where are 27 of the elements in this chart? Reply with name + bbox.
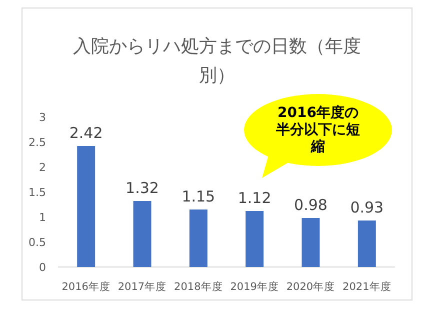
bar <box>189 210 208 267</box>
annotation: 2016年度の半分以下に短縮 <box>275 104 360 155</box>
data-label: 0.93 <box>350 198 384 216</box>
y-tick-label: 0 <box>39 261 46 274</box>
y-tick-label: 3 <box>39 111 46 124</box>
chart-title: 入院からリハ処方までの日数（年度別） <box>73 36 361 86</box>
x-tick-label: 2018年度 <box>174 280 223 293</box>
y-tick-label: 0.5 <box>28 236 46 249</box>
data-label: 1.32 <box>126 179 159 197</box>
x-tick-label: 2019年度 <box>230 280 279 293</box>
data-label: 1.15 <box>182 188 216 206</box>
bar <box>133 201 152 267</box>
bar <box>358 220 376 267</box>
data-label: 0.98 <box>294 196 328 214</box>
x-tick-label: 2020年度 <box>286 280 336 293</box>
data-label: 1.12 <box>238 189 272 207</box>
x-tick-label: 2016年度 <box>62 280 110 293</box>
bar <box>77 146 96 267</box>
y-tick-label: 1.5 <box>28 186 46 199</box>
y-tick-label: 1 <box>39 211 46 224</box>
y-tick-label: 2.5 <box>28 136 46 149</box>
y-tick-label: 2 <box>39 161 46 174</box>
bar <box>246 211 264 267</box>
x-tick-label: 2021年度 <box>342 280 392 293</box>
data-label: 2.42 <box>69 124 103 142</box>
x-tick-label: 2017年度 <box>118 280 167 293</box>
bar <box>302 218 320 267</box>
